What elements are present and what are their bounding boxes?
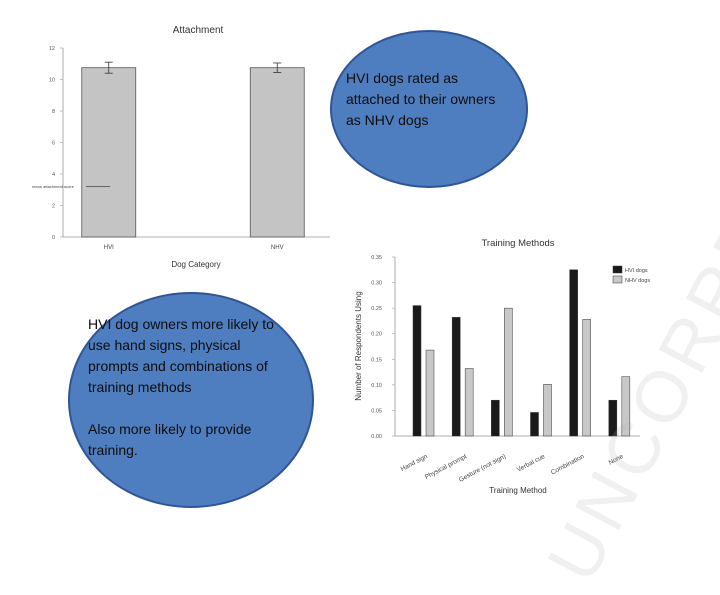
callout-bottom-text: HVI dog owners more likely to use hand s… [88,316,274,395]
chart1-bars [81,61,305,238]
chart2-bar-series2 [504,307,513,437]
chart1-y-tick-label: 10 [49,78,55,84]
chart2-bar-series2 [621,376,631,437]
chart1-title: Attachment [173,25,224,36]
chart1-y-tick-label: 0 [52,235,55,241]
callout-top-text: HVI dogs rated as attached to their owne… [346,70,496,128]
callout-bubble-top: HVI dogs rated as attached to their owne… [330,30,528,188]
chart2-y-tick-label: 0.30 [371,281,382,287]
chart1-x-axis-title: Dog Category [171,260,220,269]
chart1-x-tick-label: NHV [271,245,284,251]
chart2-legend-label: HVI dogs [625,268,648,274]
chart2-bar-series1 [412,305,422,437]
chart2-y-tick-label: 0.20 [371,332,382,338]
callout-bottom-text-block: HVI dog owners more likely to use hand s… [88,314,278,461]
chart2-y-axis-title: Number of Respondents Using [354,291,363,400]
callout-bubble-bottom: HVI dog owners more likely to use hand s… [68,292,314,508]
chart2-bar-series2 [543,384,552,437]
chart2-legend-swatch [612,265,623,274]
chart2-y-tick-label: 0.05 [371,408,382,414]
chart2-bar-series1 [569,269,578,437]
chart1-annotation: mean attachment score [32,184,75,189]
chart2-bar-series1 [451,317,461,437]
chart2-legend-label: NHV dogs [625,278,650,284]
chart2-y-tick-label: 0.25 [371,306,382,312]
chart2-bar-series1 [491,399,500,437]
chart1-y-tick-label: 6 [52,141,55,147]
chart2-y-tick-label: 0.00 [371,434,382,440]
chart2-bars [412,269,631,437]
chart1-bar-hvi [81,67,137,238]
training-methods-chart: Training Methods Number of Respondents U… [354,238,650,495]
chart1-x-tick-label: HVI [104,245,114,251]
chart2-title: Training Methods [481,238,554,249]
chart2-y-tick-label: 0.35 [371,255,382,261]
chart2-bar-series2 [425,349,435,437]
chart2-x-tick-label: Verbal cue [516,453,547,474]
chart1-y-tick-label: 8 [52,109,55,115]
chart1-bar-nhv [249,67,305,238]
callout-bottom-extra-text: Also more likely to provide training. [88,421,252,458]
chart2-bar-series2 [464,368,474,437]
chart2-x-axis-title: Training Method [489,486,547,495]
chart2-legend-swatch [612,275,623,284]
chart2-x-tick-label: Hand sign [400,453,429,473]
chart2-bar-series1 [608,399,618,437]
chart2-bar-series2 [582,319,591,437]
chart2-y-tick-label: 0.15 [371,357,382,363]
chart2-bar-series1 [530,412,539,437]
chart2-y-tick-label: 0.10 [371,383,382,389]
chart1-y-tick-label: 2 [52,204,55,210]
chart1-y-tick-label: 4 [52,172,55,178]
chart1-y-tick-label: 12 [49,46,55,52]
chart2-legend: HVI dogs NHV dogs [612,265,650,284]
